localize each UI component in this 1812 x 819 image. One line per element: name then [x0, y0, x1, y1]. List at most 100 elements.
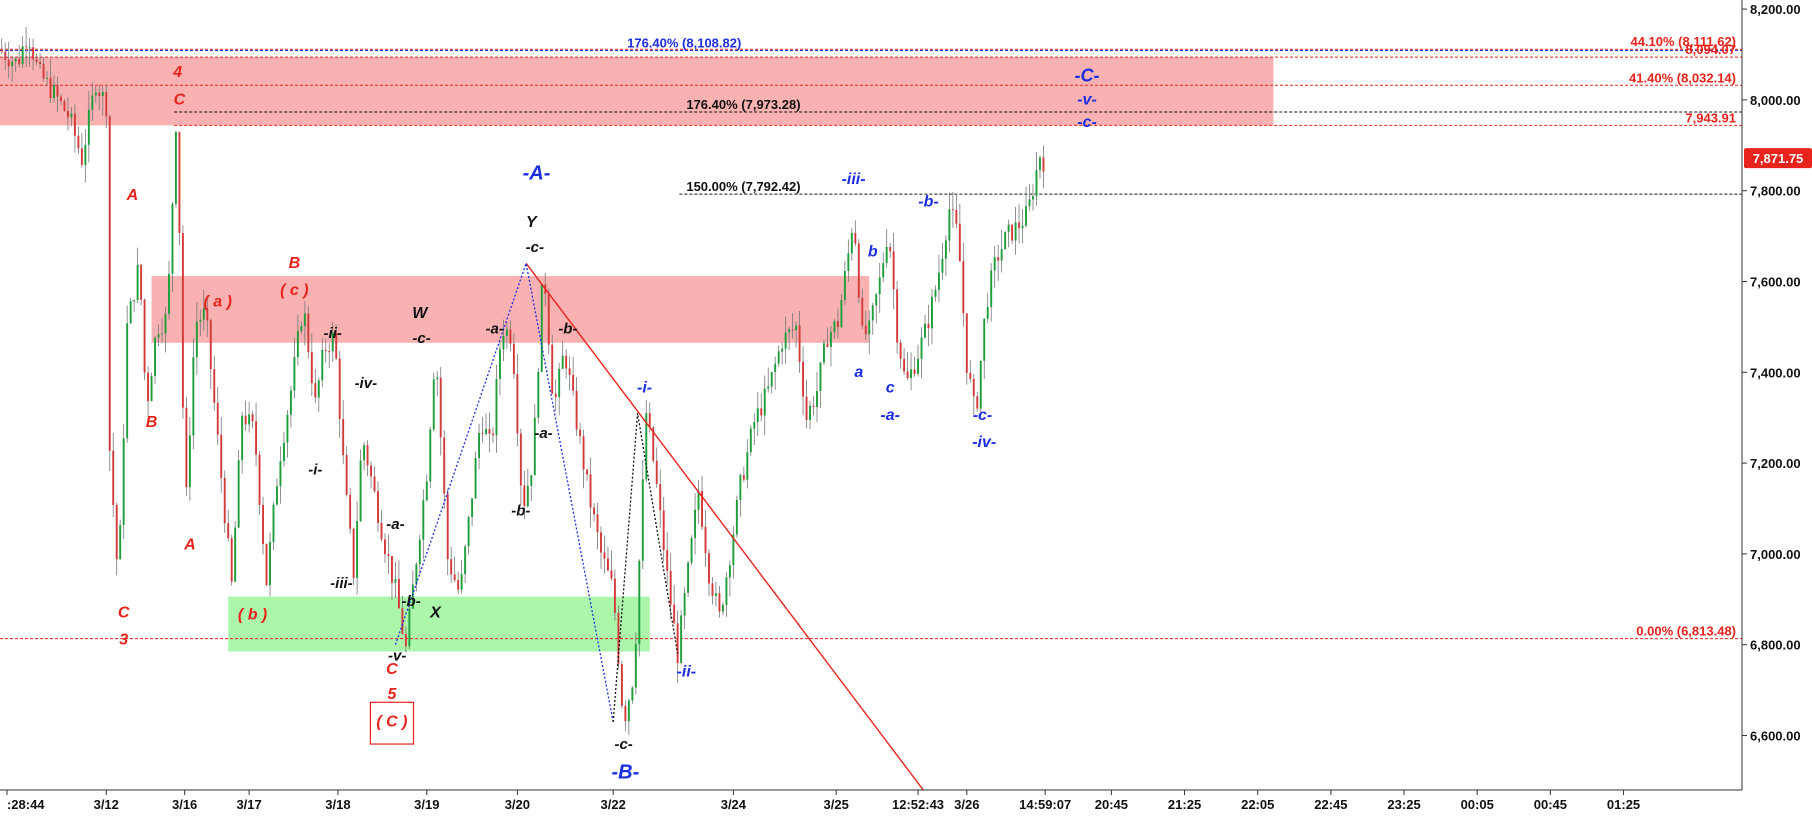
candle-body — [349, 494, 352, 529]
wave-label: A — [183, 536, 196, 553]
candle-body — [627, 700, 630, 722]
candle-body — [248, 414, 251, 425]
candle-body — [568, 368, 571, 375]
candle-body — [533, 417, 536, 476]
x-tick-label: 3/20 — [505, 797, 530, 812]
candle-body — [443, 437, 446, 494]
candle-body — [735, 500, 738, 535]
candle-body — [850, 233, 853, 254]
wave-label: W — [412, 305, 429, 322]
candle-body — [718, 593, 721, 612]
candle-body — [70, 113, 73, 118]
candle-body — [359, 460, 362, 522]
candle-body — [843, 270, 846, 300]
candle-body — [296, 331, 299, 358]
candle-body — [0, 49, 3, 52]
candle-body — [140, 264, 143, 300]
candle-body — [439, 377, 442, 438]
candle-body — [192, 357, 195, 436]
candle-body — [126, 323, 129, 439]
candle-body — [715, 593, 717, 596]
candle-body — [338, 358, 341, 420]
candle-body — [624, 705, 627, 722]
candle-body — [408, 608, 411, 647]
candle-body — [774, 363, 777, 373]
candle-body — [209, 320, 212, 370]
candle-body — [770, 372, 773, 387]
candle-body — [861, 297, 864, 326]
candle-body — [948, 209, 951, 241]
candle-body — [101, 91, 104, 96]
candle-body — [282, 442, 285, 462]
x-tick-label: 00:05 — [1461, 797, 1494, 812]
candle-body — [690, 538, 693, 563]
candle-body — [885, 246, 888, 264]
wave-label: ( C ) — [376, 713, 407, 730]
candle-body — [579, 429, 582, 437]
candle-body — [993, 257, 996, 271]
candle-body — [610, 570, 613, 579]
candle-body — [582, 436, 585, 470]
candle-body — [115, 504, 118, 560]
wave-label: B — [289, 255, 301, 272]
candle-body — [380, 522, 383, 540]
candle-body — [157, 334, 160, 338]
candle-body — [732, 534, 735, 566]
candle-body — [154, 337, 156, 377]
candle-body — [958, 223, 961, 262]
candle-body — [777, 351, 780, 364]
candle-body — [638, 560, 641, 645]
candle-body — [422, 500, 425, 540]
x-tick-label: 3/19 — [414, 797, 439, 812]
candle-body — [324, 350, 327, 352]
candle-body — [56, 84, 59, 97]
candle-body — [969, 372, 972, 379]
candle-body — [1007, 224, 1010, 232]
candle-body — [655, 460, 658, 484]
candle-body — [854, 233, 857, 244]
candle-body — [136, 264, 139, 301]
candle-body — [32, 47, 35, 60]
x-tick-label: 3/24 — [721, 797, 747, 812]
trendlines-layer — [394, 260, 924, 791]
candle-body — [199, 319, 202, 322]
candle-body — [436, 377, 439, 380]
candle-body — [603, 552, 606, 559]
wave-label: a — [854, 364, 863, 381]
candle-body — [659, 483, 662, 511]
candle-body — [833, 321, 836, 333]
candle-body — [857, 243, 860, 298]
candle-body — [547, 293, 550, 345]
candle-body — [558, 368, 561, 398]
price-lines-layer — [0, 48, 1742, 640]
candle-body — [829, 332, 832, 347]
candle-body — [14, 58, 17, 62]
wave-label: -c- — [1077, 114, 1097, 131]
candle-body — [373, 476, 376, 492]
candle-body — [432, 379, 435, 430]
candle-body — [979, 360, 982, 409]
candle-body — [478, 432, 481, 458]
candle-body — [255, 421, 258, 455]
candle-body — [1025, 206, 1027, 226]
y-tick-label: 7,600.00 — [1750, 274, 1801, 289]
candle-body — [704, 526, 707, 554]
candle-body — [80, 148, 83, 165]
candle-body — [370, 465, 373, 477]
candle-body — [878, 277, 881, 295]
candle-body — [809, 405, 811, 420]
candle-body — [613, 578, 616, 613]
candle-body — [540, 284, 543, 372]
candle-body — [446, 493, 449, 560]
wave-label: Y — [526, 214, 538, 231]
candle-body — [352, 528, 355, 578]
candle-body — [662, 510, 665, 551]
candle-body — [73, 113, 76, 136]
candle-body — [519, 433, 522, 486]
candle-body — [823, 343, 825, 363]
candle-body — [230, 538, 233, 582]
candle-body — [652, 427, 655, 461]
candle-body — [512, 343, 515, 375]
x-tick-label: 3/18 — [325, 797, 350, 812]
wave-label: -iii- — [842, 171, 866, 188]
